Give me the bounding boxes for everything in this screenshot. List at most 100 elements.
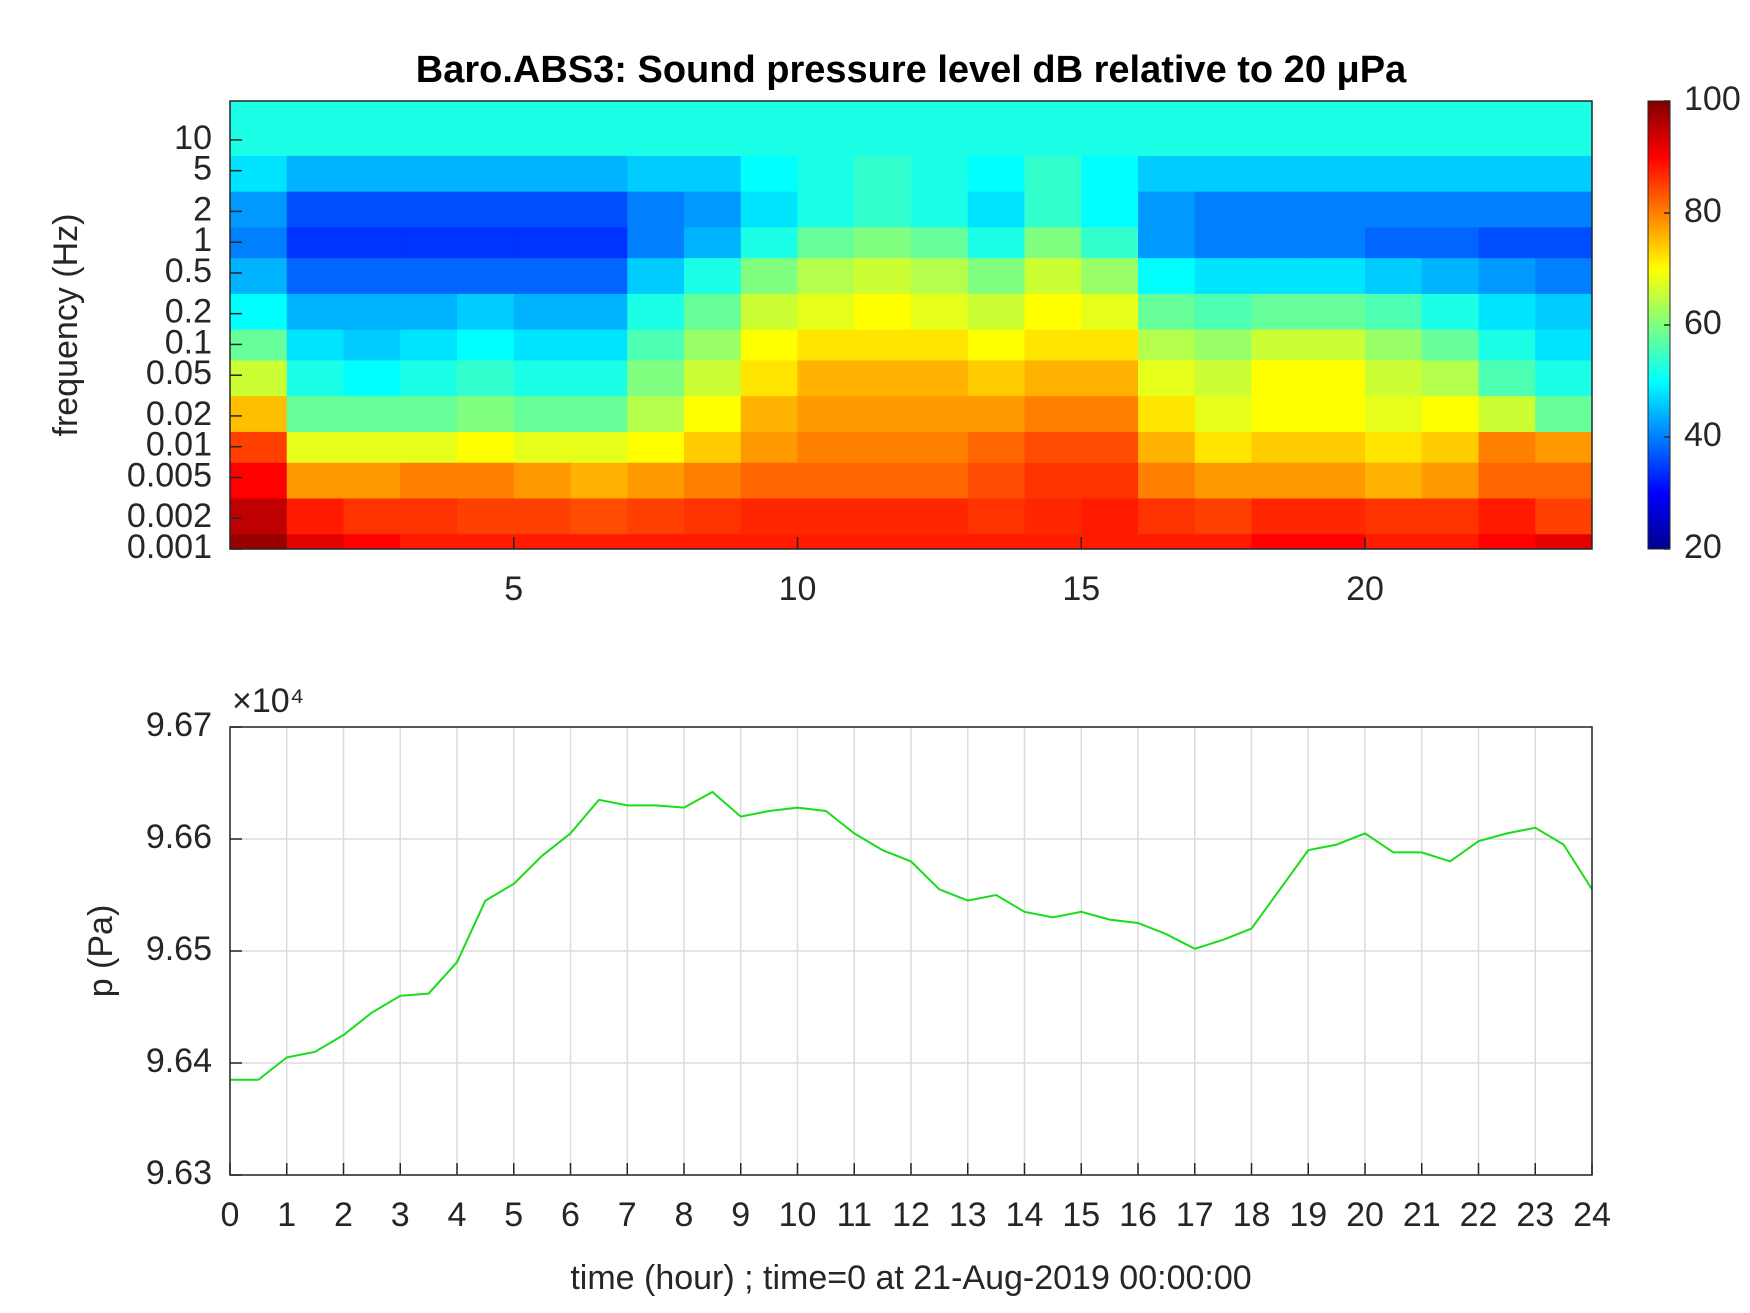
heat-cell [1251,257,1309,294]
heat-cell [1478,329,1536,361]
heat-cell [1024,191,1082,228]
heat-cell [1365,329,1423,361]
heat-cell [1081,329,1139,361]
heat-cell [684,395,742,432]
x-tick-label: 1 [277,1196,296,1234]
heat-cell [1365,293,1423,330]
heat-cell [286,462,345,499]
heat-cell [797,462,855,499]
heat-cell [1478,462,1536,499]
heat-cell [1138,257,1196,294]
heat-cell [286,329,345,361]
y-tick-label: 9.64 [146,1042,212,1080]
heat-cell [740,191,799,228]
heat-cell [1251,101,1309,156]
heat-cell [1251,533,1309,549]
heat-cell [1365,431,1423,463]
heat-cell [1421,497,1480,535]
x-tick-label: 12 [892,1196,930,1234]
heat-cell [513,257,572,294]
heat-cell [286,293,345,330]
y-axis-label: p (Pa) [82,905,120,998]
heat-cell [1024,257,1082,294]
heat-cell [513,497,572,535]
heat-cell [400,257,458,294]
heat-cell [627,293,685,330]
heat-cell [1251,226,1309,259]
heat-cell [286,359,345,397]
x-tick-label: 13 [949,1196,987,1234]
heat-cell [457,226,515,259]
heat-cell [967,533,1026,549]
heat-cell [457,462,515,499]
chart-title: Baro.ABS3: Sound pressure level dB relat… [416,49,1407,91]
heat-cell [1308,462,1366,499]
heat-cell [343,359,401,397]
heat-cell [570,191,628,228]
heat-cell [513,191,572,228]
heat-cell [1024,431,1082,463]
heat-cell [1365,155,1423,192]
y-tick-label: 9.65 [146,930,212,968]
heat-cell [1535,359,1592,397]
heat-cell [1421,359,1480,397]
heat-cell [286,257,345,294]
heat-cell [911,191,969,228]
heat-cell [1081,257,1139,294]
heat-cell [627,395,685,432]
heat-cell [513,226,572,259]
heat-cell [1478,497,1536,535]
heat-cell [513,293,572,330]
heat-cell [457,101,515,156]
x-tick-label: 20 [1346,1196,1384,1234]
heat-cell [1365,191,1423,228]
heat-cell [570,533,628,549]
colorbar-tick-label: 100 [1684,80,1741,118]
y-exponent: ×10⁴ [232,682,304,720]
heat-cell [513,431,572,463]
heat-cell [911,329,969,361]
heat-cell [513,101,572,156]
heat-cell [854,462,912,499]
plot-frame [229,100,1593,550]
heat-cell [684,497,742,535]
x-tick-label: 4 [448,1196,467,1234]
heat-cell [1308,155,1366,192]
heat-cell [627,431,685,463]
x-tick-label: 6 [561,1196,580,1234]
heat-cell [967,431,1026,463]
heat-cell [400,431,458,463]
heat-cell [740,395,799,432]
heat-cell [400,293,458,330]
heatmap-cells [230,101,1592,549]
heat-cell [1194,462,1253,499]
heat-cell [1024,359,1082,397]
heat-cell [570,497,628,535]
heat-cell [230,462,288,499]
heat-cell [854,497,912,535]
heat-cell [230,191,288,228]
heat-cell [1308,101,1366,156]
heat-cell [457,329,515,361]
heat-cell [1308,257,1366,294]
heat-cell [1251,395,1309,432]
heat-cell [797,359,855,397]
x-tick-label: 15 [1062,570,1100,608]
heat-cell [740,431,799,463]
heat-cell [1308,395,1366,432]
heat-cell [854,329,912,361]
heat-cell [457,359,515,397]
heat-cell [684,191,742,228]
heat-cell [513,155,572,192]
heat-cell [740,226,799,259]
heat-cell [627,462,685,499]
heat-cell [1421,462,1480,499]
heat-cell [967,226,1026,259]
heat-cell [457,293,515,330]
x-tick-label: 8 [675,1196,694,1234]
heat-cell [513,359,572,397]
heat-cell [400,226,458,259]
heat-cell [286,533,345,549]
heat-cell [230,257,288,294]
heat-cell [1421,226,1480,259]
